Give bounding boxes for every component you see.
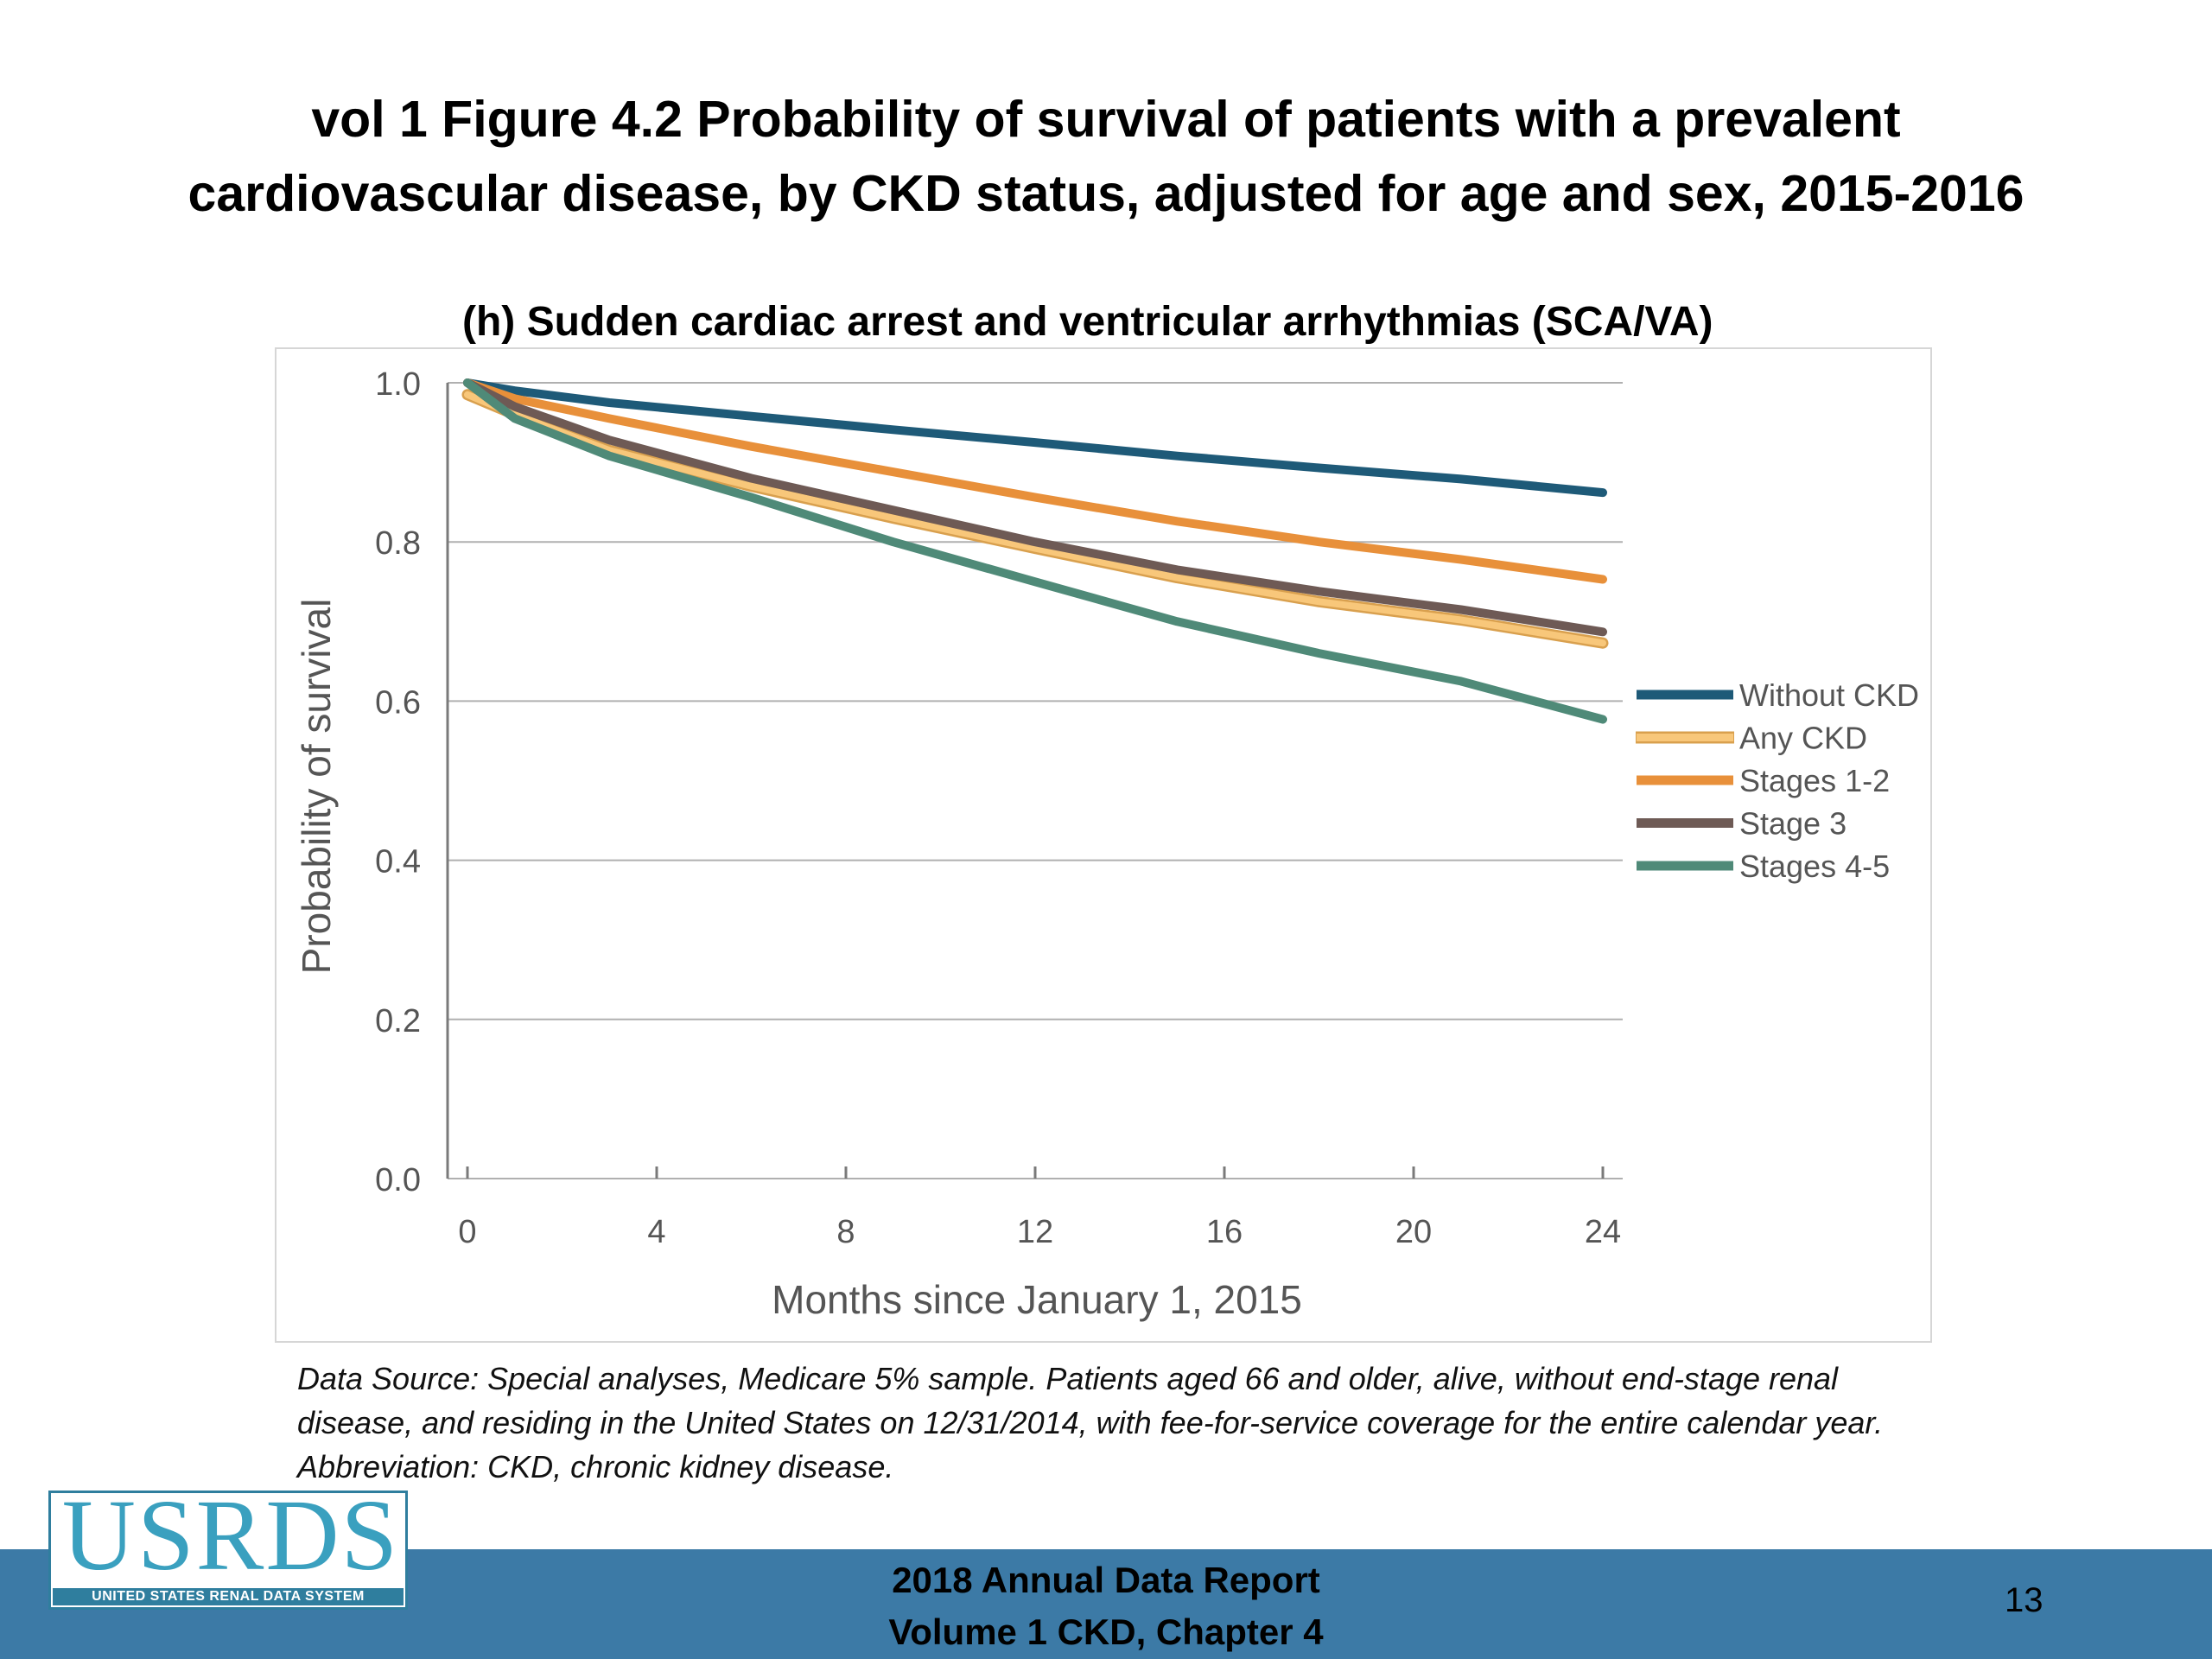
chart-title: (h) Sudden cardiac arrest and ventricula…	[462, 299, 1713, 345]
chart-frame	[275, 347, 1932, 1343]
slide-title-line-2: cardiovascular disease, by CKD status, a…	[188, 165, 2024, 222]
footer-line-1: 2018 Annual Data Report	[892, 1560, 1320, 1600]
logo-subtitle: UNITED STATES RENAL DATA SYSTEM	[53, 1588, 404, 1605]
slide-title-line-1: vol 1 Figure 4.2 Probability of survival…	[311, 91, 1901, 148]
data-source-note: Data Source: Special analyses, Medicare …	[297, 1361, 1884, 1484]
footer-line-2: Volume 1 CKD, Chapter 4	[888, 1611, 1324, 1652]
usrds-logo: USRDS UNITED STATES RENAL DATA SYSTEM	[48, 1484, 408, 1610]
footer-report-title: 2018 Annual Data Report Volume 1 CKD, Ch…	[864, 1549, 1348, 1659]
page-number: 13	[2005, 1581, 2044, 1619]
slide-title: vol 1 Figure 4.2 Probability of survival…	[86, 82, 2126, 231]
logo-wordmark: USRDS	[61, 1478, 400, 1592]
